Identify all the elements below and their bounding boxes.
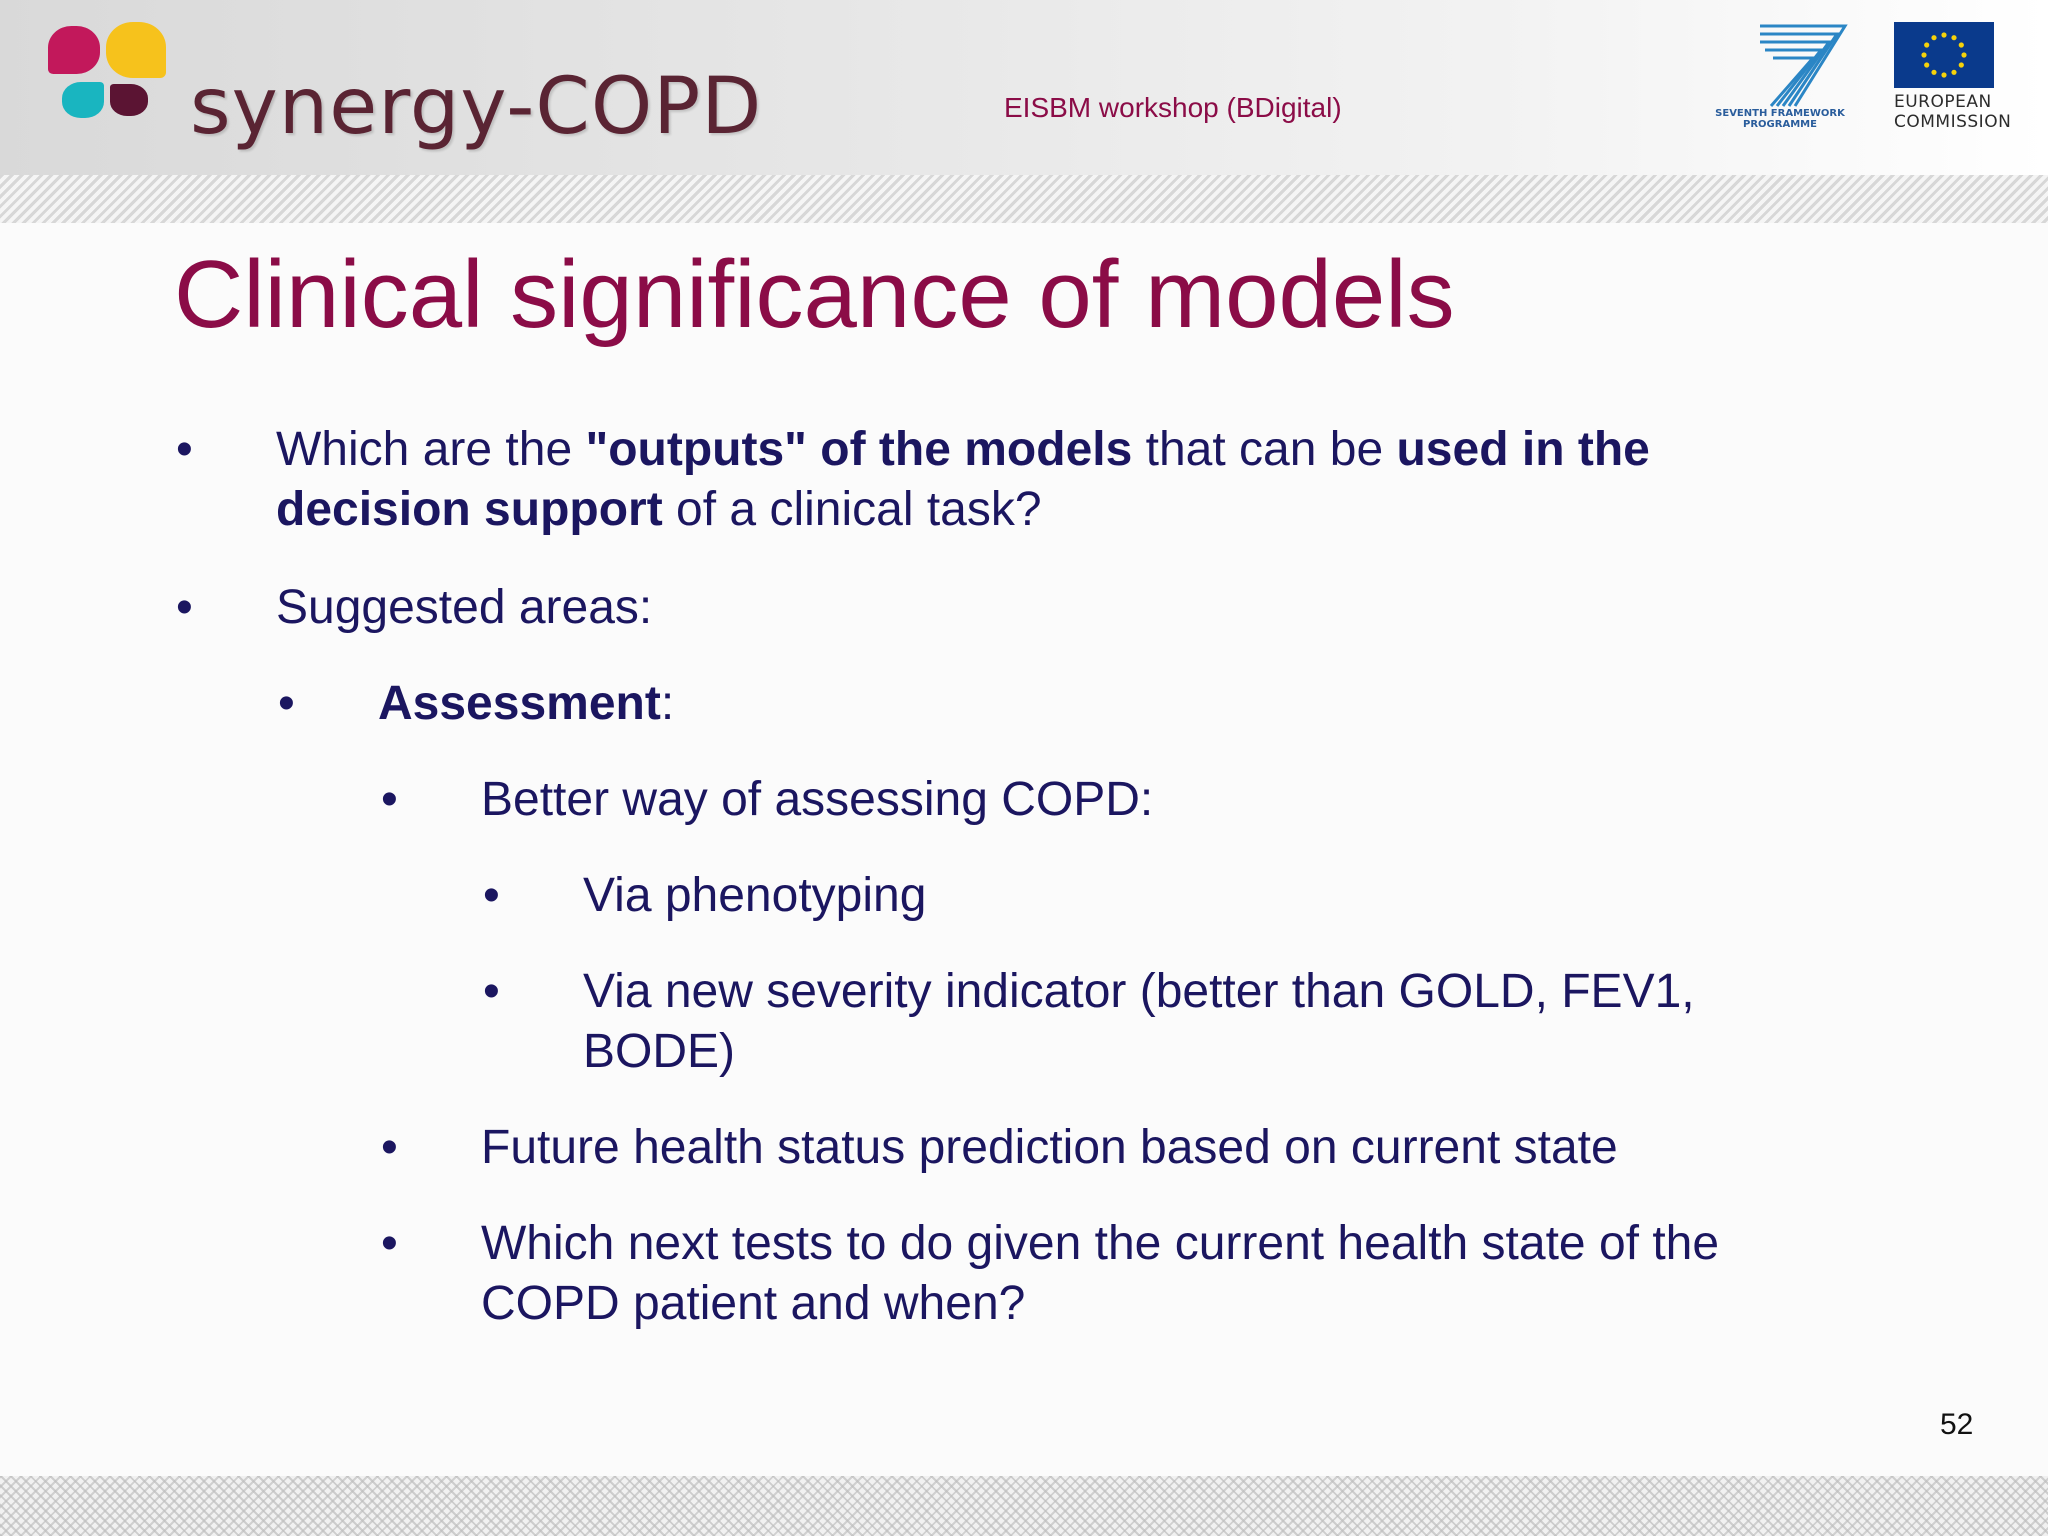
logo-petal-yellow — [106, 22, 166, 78]
bullet-phenotyping-text: Via phenotyping — [583, 869, 927, 922]
footer-stripe-band — [0, 1476, 2048, 1536]
bullet-outputs-bold-3: decision support — [276, 483, 663, 536]
page-number: 52 — [1940, 1408, 1974, 1441]
bullet-glyph: • — [381, 773, 398, 826]
bullet-glyph: • — [176, 581, 193, 634]
bullet-outputs-text-1: Which are the — [276, 423, 586, 476]
fp7-seven-icon — [1760, 24, 1848, 107]
bullet-future-health: • Future health status prediction based … — [381, 1118, 1618, 1178]
bullet-next-tests-line2: COPD patient and when? — [481, 1277, 1026, 1330]
bullet-glyph: • — [381, 1217, 398, 1270]
ec-caption-line2: COMMISSION — [1894, 112, 2012, 132]
bullet-severity-line1: Via new severity indicator (better than … — [583, 965, 1695, 1018]
workshop-label: EISBM workshop (BDigital) — [1004, 92, 1342, 123]
bullet-next-tests-line1: Which next tests to do given the current… — [481, 1217, 1720, 1270]
bullet-outputs-bold-1: "outputs" of the models — [585, 423, 1133, 476]
eu-flag-icon — [1894, 22, 1994, 88]
bullet-suggested-areas-text: Suggested areas: — [276, 581, 653, 634]
logo-wordmark: synergy-COPD — [190, 62, 763, 152]
bullet-suggested-areas: • Suggested areas: — [176, 578, 653, 638]
fp7-caption-line2: PROGRAMME — [1743, 119, 1817, 130]
bullet-better-way: • Better way of assessing COPD: — [381, 770, 1154, 830]
bullet-outputs-text-2: that can be — [1132, 423, 1397, 476]
logo-petal-magenta — [48, 26, 100, 74]
bullet-outputs: • Which are the "outputs" of the models … — [176, 420, 1836, 540]
bullet-assessment: • Assessment: — [278, 674, 675, 734]
ec-caption: EUROPEAN COMMISSION — [1894, 92, 2012, 132]
slide-title: Clinical significance of models — [174, 241, 1455, 348]
bullet-severity-line2: BODE) — [583, 1025, 736, 1078]
bullet-glyph: • — [381, 1121, 398, 1174]
fp7-logo: SEVENTH FRAMEWORK PROGRAMME — [1705, 22, 1855, 132]
bullet-future-health-text: Future health status prediction based on… — [481, 1121, 1618, 1174]
fp7-caption: SEVENTH FRAMEWORK PROGRAMME — [1705, 108, 1855, 130]
logo-petal-teal — [62, 82, 104, 118]
bullet-assessment-bold: Assessment — [378, 677, 661, 730]
bullet-glyph: • — [483, 869, 500, 922]
bullet-glyph: • — [176, 423, 193, 476]
synergy-copd-logo: synergy-COPD — [40, 18, 761, 168]
bullet-outputs-text-3: of a clinical task? — [662, 483, 1042, 536]
bullet-glyph: • — [278, 677, 295, 730]
bullet-outputs-bold-2: used in the — [1396, 423, 1650, 476]
logo-petal-plum — [110, 84, 148, 116]
european-commission-logo: EUROPEAN COMMISSION — [1894, 22, 2012, 137]
bullet-glyph: • — [483, 965, 500, 1018]
header-stripe-band — [0, 175, 2048, 223]
eu-stars-icon — [1921, 32, 1967, 78]
fp7-caption-line1: SEVENTH FRAMEWORK — [1715, 108, 1845, 119]
bullet-next-tests: • Which next tests to do given the curre… — [381, 1214, 1720, 1334]
bullet-assessment-colon: : — [660, 677, 675, 730]
bullet-severity-indicator: • Via new severity indicator (better tha… — [483, 962, 1695, 1082]
ec-caption-line1: EUROPEAN — [1894, 92, 1992, 112]
bullet-better-way-text: Better way of assessing COPD: — [481, 773, 1154, 826]
slide-header — [0, 0, 2048, 175]
bullet-phenotyping: • Via phenotyping — [483, 866, 927, 926]
